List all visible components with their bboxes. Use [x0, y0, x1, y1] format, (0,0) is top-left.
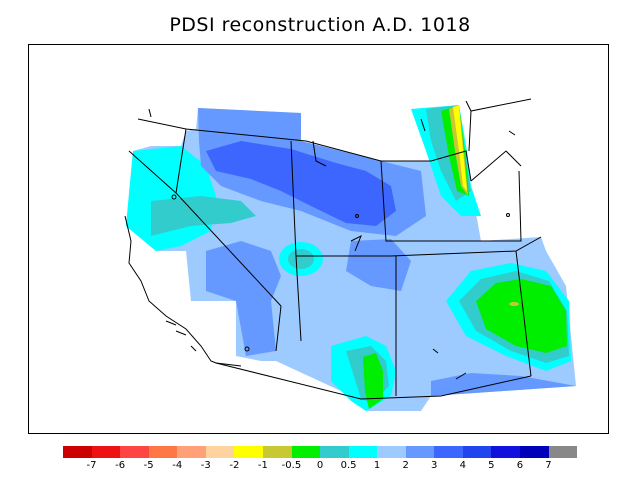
- colorbar-tick-label: 0: [316, 460, 324, 471]
- colorbar-swatch: [405, 446, 435, 458]
- colorbar-swatch: [91, 446, 121, 458]
- pdsi-region-east-blue: [346, 239, 411, 291]
- pdsi-spot-orange: [509, 302, 519, 306]
- colorbar-swatch: [377, 446, 406, 458]
- pdsi-region-center-teal: [288, 249, 314, 269]
- colorbar-swatch: [520, 446, 549, 458]
- colorbar-tick-label: 6: [516, 460, 524, 471]
- colorbar-swatch: [320, 446, 349, 458]
- colorbar-swatch: [63, 446, 92, 458]
- islands-lakes: [148, 108, 516, 354]
- colorbar: [63, 446, 578, 458]
- colorbar-swatch: [205, 446, 235, 458]
- colorbar-labels: -7 -6 -5 -4 -3 -2 -1 -0.5 0 0.5 1 2 3 4 5 6 7: [63, 460, 577, 474]
- colorbar-tick-label: -4: [172, 460, 183, 471]
- pdsi-region-nw-teal: [151, 196, 256, 236]
- colorbar-swatch: [434, 446, 463, 458]
- colorbar-swatch: [177, 446, 206, 458]
- colorbar-tick-label: 0.5: [340, 460, 357, 471]
- state-boundaries: [128, 98, 542, 400]
- colorbar-tick-label: 3: [431, 460, 438, 471]
- map-title: PDSI reconstruction A.D. 1018: [169, 14, 471, 36]
- pdsi-region-deep-blue: [206, 141, 396, 226]
- colorbar-tick-label: -7: [86, 460, 97, 471]
- pdsi-map: [124, 98, 576, 411]
- coastline: [124, 215, 242, 367]
- pdsi-region-ne-yellow: [453, 105, 467, 191]
- colorbar-tick-label: 4: [459, 460, 466, 471]
- pdsi-region-south-green: [363, 353, 383, 409]
- colorbar-tick-label: -1: [257, 460, 268, 471]
- colorbar-tick-label: 5: [488, 460, 495, 471]
- colorbar-swatch: [120, 446, 149, 458]
- colorbar-tick-label: -0.5: [281, 460, 302, 471]
- colorbar-tick-label: 7: [545, 460, 552, 471]
- pdsi-region-east-green: [476, 279, 567, 353]
- colorbar-swatch: [234, 446, 263, 458]
- colorbar-tick-label: -3: [200, 460, 211, 471]
- colorbar-tick-label: -6: [115, 460, 126, 471]
- colorbar-swatch: [348, 446, 378, 458]
- colorbar-swatch: [491, 446, 520, 458]
- colorbar-swatch: [291, 446, 321, 458]
- colorbar-swatch: [262, 446, 292, 458]
- colorbar-swatch: [462, 446, 492, 458]
- colorbar-tick-label: 2: [402, 460, 409, 471]
- colorbar-tick-label: -5: [143, 460, 154, 471]
- colorbar-swatch: [148, 446, 178, 458]
- pdsi-region-central-blue: [206, 241, 281, 356]
- colorbar-tick-label: 1: [373, 460, 381, 471]
- colorbar-swatch: [548, 446, 578, 458]
- colorbar-tick-label: -2: [229, 460, 240, 471]
- map-frame: [28, 44, 609, 434]
